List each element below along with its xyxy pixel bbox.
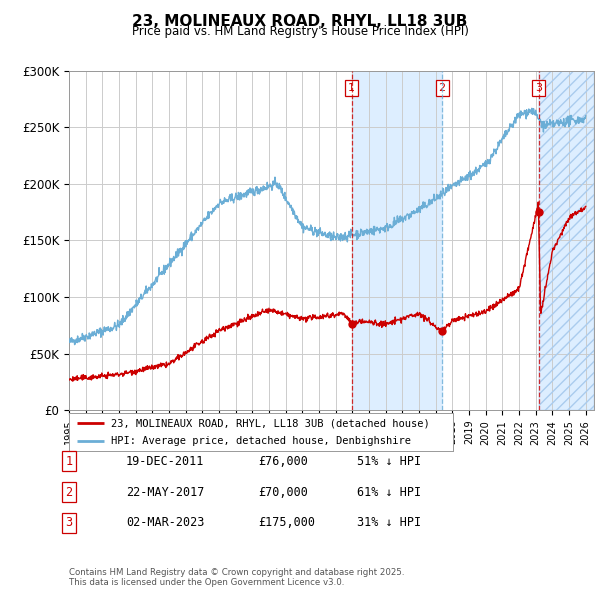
Text: 23, MOLINEAUX ROAD, RHYL, LL18 3UB: 23, MOLINEAUX ROAD, RHYL, LL18 3UB xyxy=(133,14,467,29)
Text: 22-MAY-2017: 22-MAY-2017 xyxy=(126,486,205,499)
Text: Price paid vs. HM Land Registry's House Price Index (HPI): Price paid vs. HM Land Registry's House … xyxy=(131,25,469,38)
Text: HPI: Average price, detached house, Denbighshire: HPI: Average price, detached house, Denb… xyxy=(111,436,411,446)
Text: Contains HM Land Registry data © Crown copyright and database right 2025.
This d: Contains HM Land Registry data © Crown c… xyxy=(69,568,404,587)
Text: 2: 2 xyxy=(65,486,73,499)
Text: 3: 3 xyxy=(535,83,542,93)
Text: 19-DEC-2011: 19-DEC-2011 xyxy=(126,455,205,468)
Bar xyxy=(352,71,442,410)
Text: £175,000: £175,000 xyxy=(258,516,315,529)
Bar xyxy=(539,71,594,410)
Text: £76,000: £76,000 xyxy=(258,455,308,468)
Text: 51% ↓ HPI: 51% ↓ HPI xyxy=(357,455,421,468)
Text: 1: 1 xyxy=(65,455,73,468)
Text: £70,000: £70,000 xyxy=(258,486,308,499)
Text: 02-MAR-2023: 02-MAR-2023 xyxy=(126,516,205,529)
Bar xyxy=(539,71,594,410)
Text: 3: 3 xyxy=(65,516,73,529)
Text: 23, MOLINEAUX ROAD, RHYL, LL18 3UB (detached house): 23, MOLINEAUX ROAD, RHYL, LL18 3UB (deta… xyxy=(111,418,430,428)
Text: 1: 1 xyxy=(348,83,355,93)
Text: 2: 2 xyxy=(439,83,446,93)
Text: 31% ↓ HPI: 31% ↓ HPI xyxy=(357,516,421,529)
Text: 61% ↓ HPI: 61% ↓ HPI xyxy=(357,486,421,499)
